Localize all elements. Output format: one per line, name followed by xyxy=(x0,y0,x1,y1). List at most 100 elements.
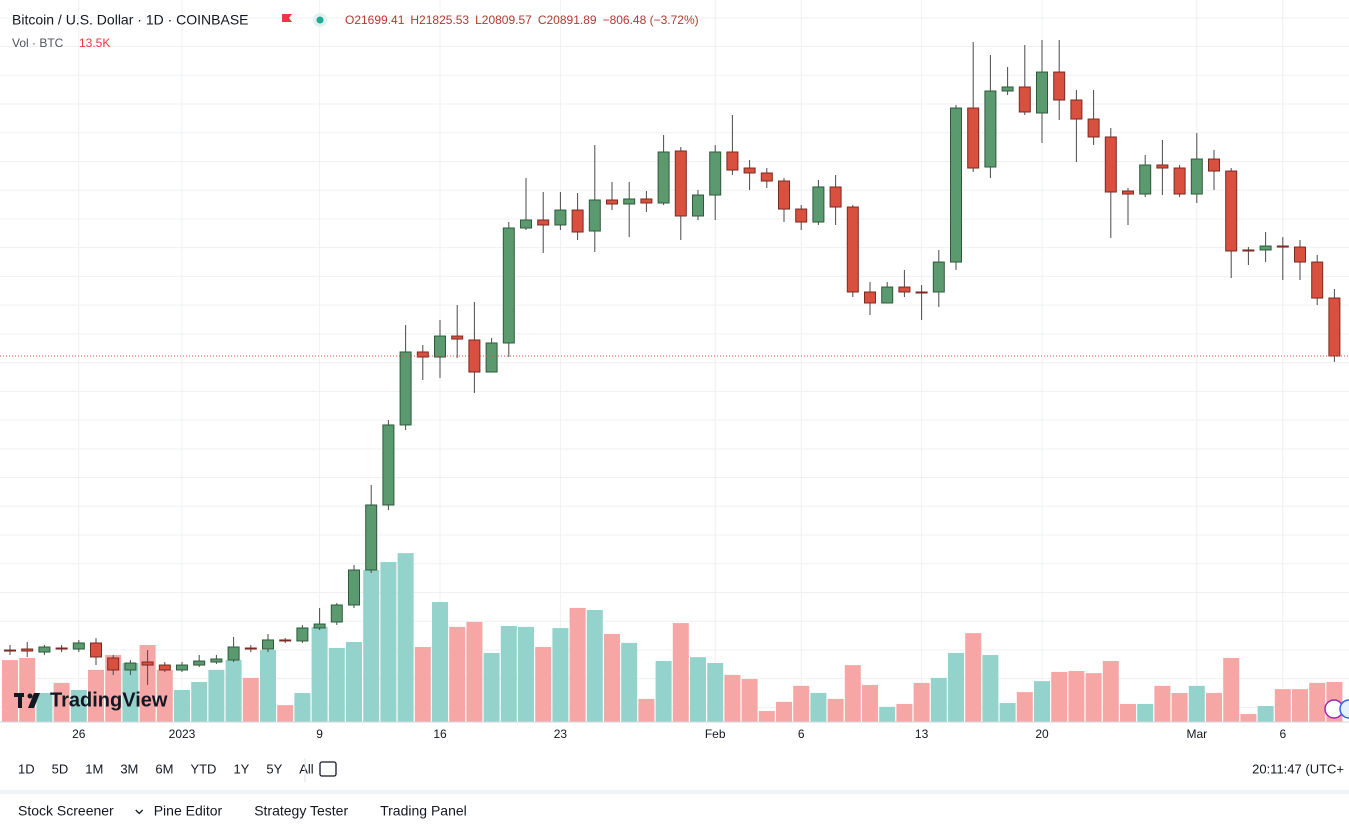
candle-body xyxy=(451,335,464,340)
clock[interactable]: 20:11:47 (UTC+ xyxy=(1252,761,1344,776)
volume-bar xyxy=(208,669,225,722)
candle-body xyxy=(571,209,584,233)
timeframe-button[interactable]: 5Y xyxy=(266,761,282,776)
candle-body xyxy=(1311,261,1324,299)
candle-body xyxy=(795,208,808,223)
candle-body xyxy=(778,180,790,210)
timeframe-button[interactable]: 1Y xyxy=(233,761,249,776)
volume-bar xyxy=(1085,673,1102,722)
volume-bar xyxy=(1068,671,1085,722)
volume-bar xyxy=(982,655,999,722)
timeframe-button[interactable]: 3M xyxy=(120,761,138,776)
panel-tab[interactable]: Pine Editor xyxy=(154,803,223,819)
volume-bar xyxy=(53,682,70,722)
candle-body xyxy=(898,286,911,293)
candle-body xyxy=(1208,158,1220,172)
volume-bar xyxy=(621,642,638,722)
candle-body xyxy=(881,286,894,304)
volume-bar xyxy=(776,701,792,722)
candle-body xyxy=(90,642,102,658)
candle-body xyxy=(623,198,636,205)
volume-bar xyxy=(70,690,87,722)
volume-bar xyxy=(346,642,362,722)
volume-bar xyxy=(1154,685,1171,722)
volume-bar xyxy=(1120,703,1136,722)
candle-body xyxy=(1328,297,1341,357)
candle-body xyxy=(1259,245,1272,251)
volume-bar xyxy=(604,634,620,722)
volume-bar xyxy=(707,663,724,722)
date-range-icon[interactable] xyxy=(319,761,337,777)
timeframe-button[interactable]: YTD xyxy=(190,761,216,776)
candle-body xyxy=(1053,71,1066,101)
candle-body xyxy=(1122,190,1134,195)
volume-bar xyxy=(586,610,603,722)
volume-bar xyxy=(294,692,311,722)
panel-separator xyxy=(0,790,1349,794)
candle-body xyxy=(1156,164,1169,169)
x-tick-label: 6 xyxy=(1279,727,1286,741)
x-tick-label: Feb xyxy=(705,727,726,741)
candle-body xyxy=(193,660,206,666)
x-tick-label: 9 xyxy=(316,727,323,741)
volume-bar xyxy=(758,711,775,722)
logo-text: TradingView xyxy=(50,689,168,711)
volume-bar xyxy=(535,647,552,722)
globe-icon[interactable] xyxy=(1339,699,1349,719)
panel-tab[interactable]: Trading Panel xyxy=(380,803,467,819)
symbol-title: Bitcoin / U.S. Dollar · 1D · COINBASE xyxy=(12,12,249,28)
volume-bar xyxy=(277,705,294,722)
volume-bar xyxy=(380,562,397,722)
ohlc-value: H21825.53 xyxy=(410,13,469,27)
volume-bar xyxy=(569,607,586,722)
x-tick-label: 20 xyxy=(1035,727,1049,741)
candle-body xyxy=(330,604,343,623)
volume-bar xyxy=(1171,692,1188,722)
candle-body xyxy=(4,649,16,652)
candle-body xyxy=(72,642,85,650)
candle-body xyxy=(124,662,137,671)
candle-body xyxy=(107,657,120,671)
volume-bar xyxy=(638,698,655,722)
flag-icon[interactable] xyxy=(282,14,292,22)
timeframe-button[interactable]: 5D xyxy=(52,761,69,776)
volume-bar xyxy=(88,669,104,722)
candle-body xyxy=(709,151,722,196)
timeframe-button[interactable]: 1M xyxy=(85,761,103,776)
panel-tab[interactable]: Stock Screener xyxy=(18,803,114,819)
volume-bar xyxy=(844,665,861,722)
candle-body xyxy=(1104,136,1117,193)
x-tick-label: 16 xyxy=(433,727,447,741)
candle-body xyxy=(760,172,773,182)
volume-label: Vol · BTC xyxy=(12,36,64,50)
timeframe-button[interactable]: 1D xyxy=(18,761,35,776)
grid xyxy=(0,0,1349,722)
candle-body xyxy=(674,150,687,217)
volume-bar xyxy=(36,692,53,722)
volume-bar xyxy=(1240,714,1257,722)
candle-body xyxy=(640,198,653,204)
volume-bar xyxy=(1102,660,1119,722)
panel-tab[interactable]: Strategy Tester xyxy=(254,803,348,819)
x-tick-label: Mar xyxy=(1186,727,1207,741)
volume-bar xyxy=(1309,682,1326,722)
volume-bar xyxy=(862,684,878,722)
candle-body xyxy=(692,194,704,217)
candle-body xyxy=(1190,158,1203,195)
volume-bar xyxy=(1034,681,1050,722)
volume-bar xyxy=(105,655,122,722)
volume-bar xyxy=(242,677,259,722)
candle-body xyxy=(296,627,309,642)
logo[interactable]: TradingView xyxy=(14,689,168,711)
dropdown-caret[interactable] xyxy=(135,809,144,815)
volume-bar xyxy=(1292,689,1308,722)
volume-bar xyxy=(741,679,758,722)
timeframe-bar: 1D 5D 1M 3M 6M YTD 1Y 5Y All xyxy=(18,761,314,776)
timeframe-button[interactable]: 6M xyxy=(155,761,173,776)
candle-body xyxy=(606,199,618,205)
volume-bar xyxy=(1206,692,1222,722)
ohlc-value: O21699.41 xyxy=(345,13,405,27)
volume-bar xyxy=(518,626,534,722)
timeframe-button[interactable]: All xyxy=(299,761,314,776)
volume-pane xyxy=(2,553,1343,722)
